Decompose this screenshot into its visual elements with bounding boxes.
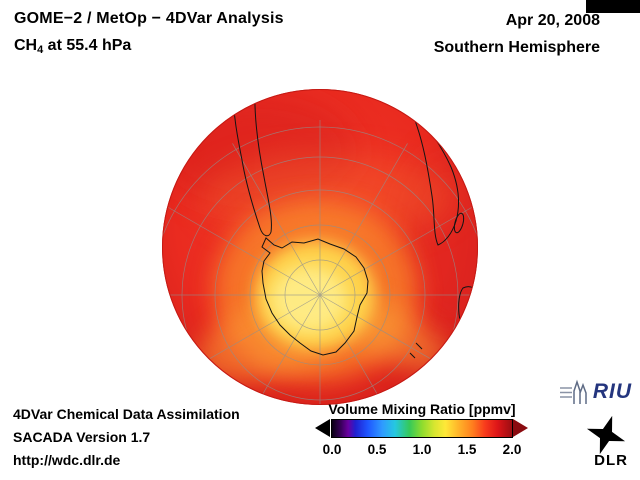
colorbar-arrow-left bbox=[315, 419, 330, 437]
footer-url-label: http://wdc.dlr.de bbox=[13, 452, 121, 468]
species-subscript: 4 bbox=[37, 44, 44, 56]
dlr-star-icon bbox=[586, 415, 626, 455]
colorbar-tick-label: 2.0 bbox=[502, 442, 522, 457]
islands-new-zealand bbox=[409, 342, 423, 359]
date-label: Apr 20, 2008 bbox=[505, 12, 600, 29]
colorbar-gradient bbox=[331, 419, 513, 438]
title-block: GOME−2 / MetOp − 4DVar Analysis CH4 at 5… bbox=[14, 10, 284, 56]
globe-limb bbox=[162, 89, 478, 405]
colorbar-arrow-right bbox=[513, 419, 528, 437]
colorbar-tick-label: 0.5 bbox=[367, 442, 387, 457]
continent-antarctica bbox=[261, 237, 369, 356]
footer-assimilation-label: 4DVar Chemical Data Assimilation bbox=[13, 406, 240, 422]
riu-logo: RIU bbox=[559, 379, 632, 405]
colorbar-tick-label: 1.0 bbox=[412, 442, 432, 457]
colorbar-tick-label: 1.5 bbox=[457, 442, 477, 457]
date-block: Apr 20, 2008 Southern Hemisphere bbox=[434, 12, 600, 57]
plot-subtitle: CH4 at 55.4 hPa bbox=[14, 37, 284, 56]
hemisphere-globe bbox=[162, 89, 478, 405]
dlr-logo: DLR bbox=[584, 414, 628, 469]
graticule bbox=[162, 120, 478, 405]
continent-south-america bbox=[232, 89, 272, 237]
hemisphere-label: Southern Hemisphere bbox=[433, 39, 600, 56]
pressure-level-label: at 55.4 hPa bbox=[43, 37, 132, 54]
riu-text: RIU bbox=[592, 380, 632, 403]
continent-africa bbox=[413, 112, 459, 246]
species-label: CH bbox=[14, 37, 38, 54]
cathedral-icon bbox=[559, 379, 587, 404]
top-right-black-bar bbox=[586, 0, 640, 13]
footer-version-label: SACADA Version 1.7 bbox=[13, 429, 151, 445]
dlr-text: DLR bbox=[594, 452, 628, 469]
island-madagascar bbox=[453, 212, 465, 234]
plot-title: GOME−2 / MetOp − 4DVar Analysis bbox=[14, 10, 284, 27]
colorbar-tick-label: 0.0 bbox=[322, 442, 342, 457]
colorbar-title: Volume Mixing Ratio [ppmv] bbox=[328, 401, 516, 417]
